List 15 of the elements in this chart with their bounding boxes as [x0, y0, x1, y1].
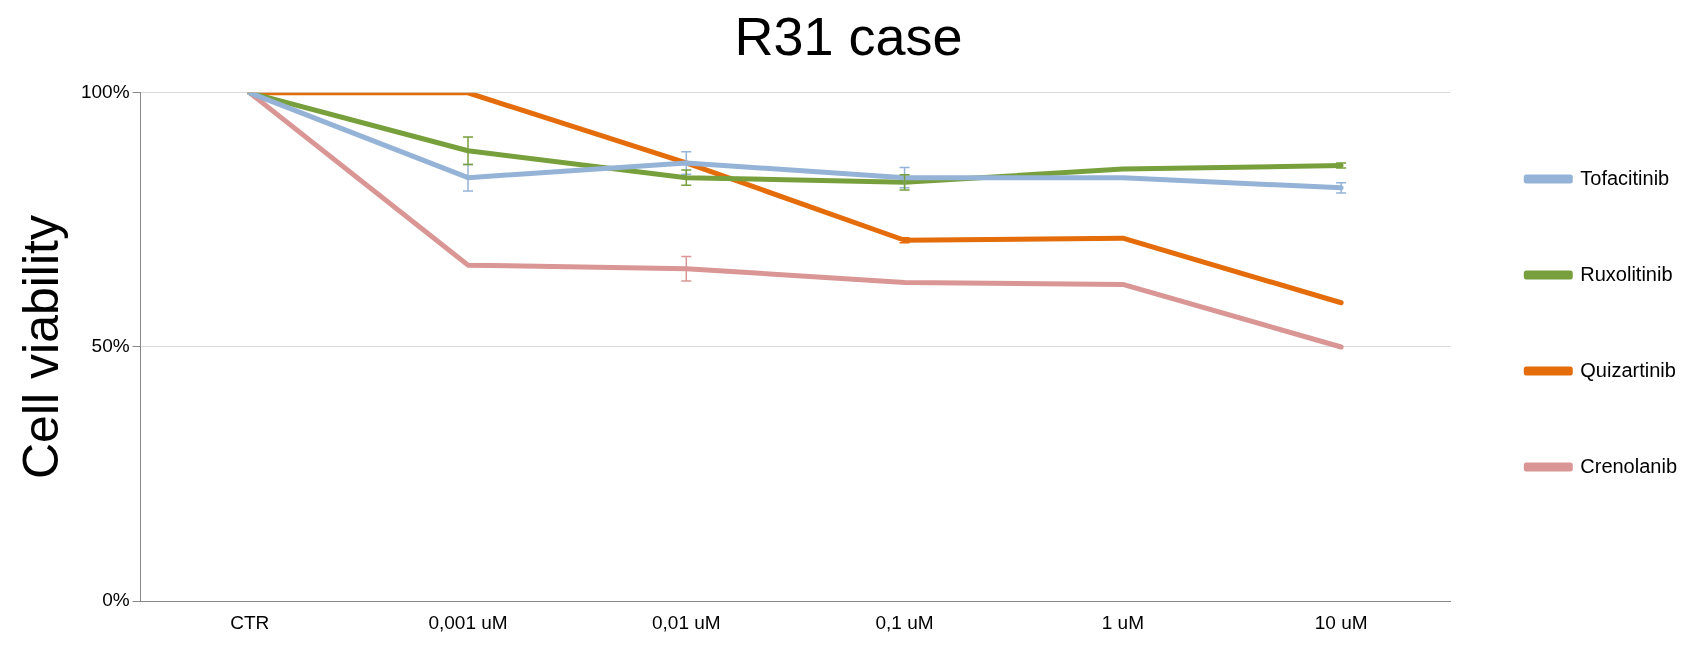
legend-label: Ruxolitinib: [1580, 262, 1673, 285]
y-tick-label: 0%: [102, 589, 130, 611]
y-tick-label: 50%: [91, 335, 130, 357]
legend-label: Crenolanib: [1580, 454, 1678, 477]
chart-title: R31 case: [734, 6, 963, 67]
y-axis-title: Cell viability: [12, 215, 69, 479]
legend-label: Tofacitinib: [1580, 166, 1670, 189]
x-tick-label: CTR: [230, 611, 270, 633]
y-tick-label: 100%: [80, 81, 130, 103]
x-tick-label: 0,001 uM: [428, 611, 508, 633]
x-tick-label: 0,01 uM: [651, 611, 721, 633]
x-tick-label: 1 uM: [1101, 611, 1144, 633]
x-tick-label: 10 uM: [1314, 611, 1368, 633]
x-tick-label: 0,1 uM: [875, 611, 934, 633]
legend-label: Quizartinib: [1580, 358, 1676, 381]
